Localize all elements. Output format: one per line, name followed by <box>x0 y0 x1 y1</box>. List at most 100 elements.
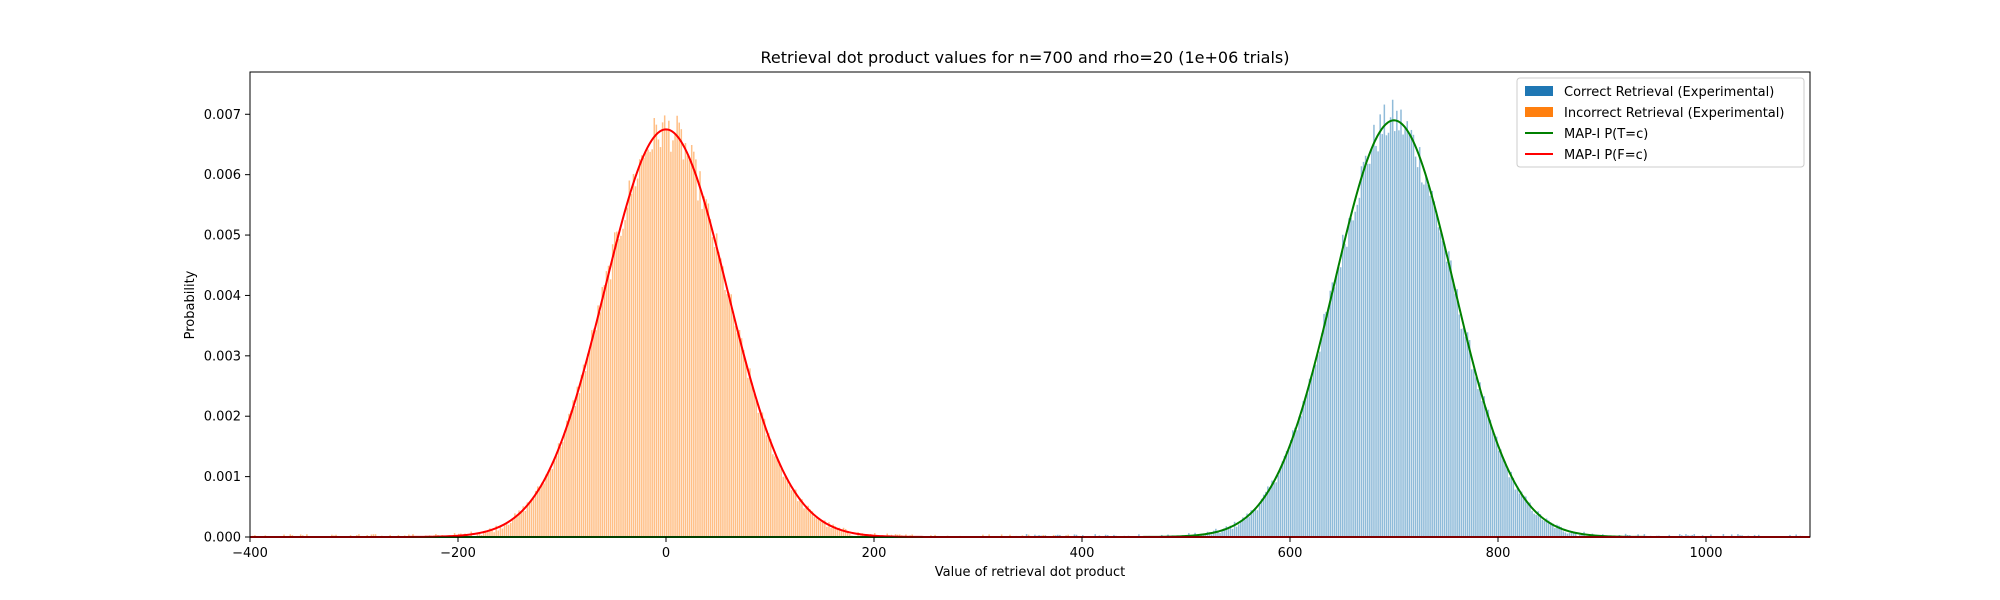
bar-incorrect <box>819 521 822 537</box>
bar-correct <box>1219 532 1221 537</box>
bar-correct <box>1402 134 1404 538</box>
bar-correct <box>1312 369 1315 537</box>
bar-correct <box>1269 487 1271 537</box>
bar-incorrect <box>747 377 749 537</box>
bar-incorrect <box>736 333 739 537</box>
bar-correct <box>1337 265 1340 537</box>
bar-incorrect <box>788 485 791 537</box>
bar-incorrect <box>757 412 760 537</box>
bar-incorrect <box>605 271 608 537</box>
bar-incorrect <box>532 498 535 537</box>
bar-correct <box>1138 534 1140 537</box>
bar-correct <box>1294 427 1296 537</box>
bar-incorrect <box>562 442 564 537</box>
bar-incorrect <box>699 171 701 537</box>
bar-incorrect <box>358 534 360 537</box>
bar-incorrect <box>688 159 691 537</box>
bar-correct <box>1404 126 1406 537</box>
y-axis: 0.000 0.001 0.002 0.003 0.004 0.005 0.006 0.007 <box>204 108 250 546</box>
y-tick-label: 0.001 <box>204 470 241 485</box>
bar-incorrect <box>647 149 649 538</box>
bar-correct <box>1260 498 1263 537</box>
y-tick-label: 0.004 <box>204 289 241 304</box>
bar-incorrect <box>374 534 377 537</box>
x-tick-label: 200 <box>862 546 887 561</box>
bar-incorrect <box>306 534 308 537</box>
bar-incorrect <box>828 522 830 537</box>
bar-correct <box>1525 496 1527 537</box>
bar-correct <box>1327 307 1329 537</box>
bar-incorrect <box>742 350 745 537</box>
bar-incorrect <box>611 244 614 538</box>
bar-correct <box>1564 532 1567 537</box>
bar-incorrect <box>645 152 647 537</box>
bar-correct <box>1339 267 1342 537</box>
bar-incorrect <box>622 228 624 537</box>
bar-incorrect <box>805 506 807 537</box>
bar-correct <box>1502 457 1504 537</box>
bar-incorrect <box>670 151 672 538</box>
bar-incorrect <box>589 349 591 537</box>
bar-correct <box>1412 134 1415 537</box>
bar-correct <box>1275 482 1277 537</box>
bar-incorrect <box>503 525 506 537</box>
bar-correct <box>1539 514 1542 537</box>
bar-correct <box>1262 494 1265 537</box>
bar-incorrect <box>649 151 651 537</box>
bar-incorrect <box>678 122 680 537</box>
x-tick-label: 400 <box>1070 546 1095 561</box>
bar-incorrect <box>580 374 583 537</box>
bar-correct <box>1208 532 1211 537</box>
bar-correct <box>1356 204 1359 537</box>
bar-incorrect <box>803 508 805 537</box>
bar-incorrect <box>595 330 597 537</box>
bar-incorrect <box>676 115 678 537</box>
bar-correct <box>1217 531 1219 537</box>
bar-correct <box>1487 409 1490 537</box>
bar-correct <box>1479 382 1481 537</box>
bar-correct <box>1516 486 1519 537</box>
bar-incorrect <box>836 528 839 537</box>
bar-incorrect <box>713 247 716 538</box>
y-axis-label: Probability <box>183 270 198 339</box>
bar-correct <box>1354 211 1356 537</box>
bar-correct <box>1242 517 1244 537</box>
bar-correct <box>1369 163 1371 538</box>
bar-correct <box>1277 475 1280 537</box>
bar-correct <box>1094 534 1096 537</box>
bar-correct <box>1581 533 1583 537</box>
bar-correct <box>1427 184 1429 538</box>
y-tick-label: 0.003 <box>204 349 241 364</box>
bar-incorrect <box>759 409 762 537</box>
bar-correct <box>1529 502 1531 537</box>
bar-incorrect <box>370 534 373 537</box>
bar-correct <box>1558 525 1560 537</box>
bar-incorrect <box>520 512 522 537</box>
bar-correct <box>1366 163 1369 538</box>
bar-incorrect <box>720 258 722 537</box>
bar-correct <box>1235 526 1238 537</box>
bar-correct <box>1298 416 1300 537</box>
bar-incorrect <box>638 159 641 537</box>
bar-incorrect <box>799 497 801 537</box>
bar-incorrect <box>749 368 751 537</box>
bar-correct <box>1233 521 1236 537</box>
bar-incorrect <box>911 534 913 537</box>
bar-incorrect <box>543 483 545 537</box>
bar-incorrect <box>591 330 593 537</box>
bar-incorrect <box>516 514 518 537</box>
x-tick-label: −400 <box>232 546 268 561</box>
bar-incorrect <box>686 155 689 537</box>
bar-correct <box>1737 534 1739 537</box>
bar-incorrect <box>734 325 737 537</box>
bar-correct <box>1385 135 1388 537</box>
bar-correct <box>1481 401 1483 537</box>
bar-correct <box>1483 396 1485 537</box>
x-tick-label: 0 <box>662 546 670 561</box>
legend-label-correct: Correct Retrieval (Experimental) <box>1564 85 1774 100</box>
bar-incorrect <box>555 455 558 537</box>
bar-incorrect <box>770 439 772 537</box>
bar-incorrect <box>586 353 589 537</box>
legend-swatch-correct <box>1525 86 1553 96</box>
